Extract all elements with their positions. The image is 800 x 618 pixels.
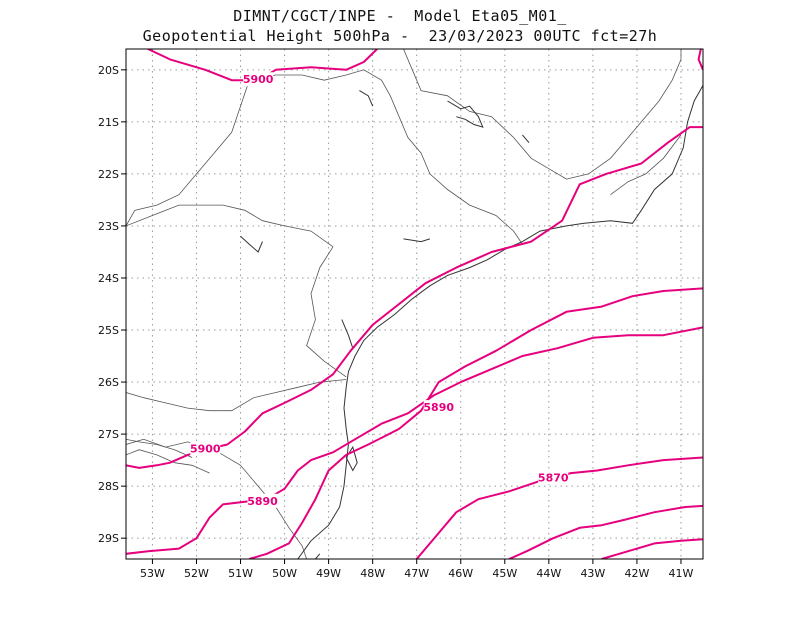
lat-tick-label: 23S <box>98 220 119 233</box>
axis-ticks: 53W 52W 51W 50W 49W 48W 47W 46W 45W 44W 43W 42W 41W 2… <box>98 64 694 580</box>
lon-tick-label: 43W <box>580 567 605 580</box>
contour-label-bg <box>247 493 278 508</box>
contour-label: 5900 <box>190 443 221 456</box>
height-contours <box>126 49 703 559</box>
contour-5870 <box>508 504 703 559</box>
grid-lines <box>126 49 703 559</box>
lon-tick-label: 44W <box>536 567 561 580</box>
lon-tick-label: 53W <box>140 567 165 580</box>
lon-tick-label: 50W <box>272 567 297 580</box>
lat-tick-label: 25S <box>98 324 119 337</box>
contour-label: 5870 <box>538 471 569 484</box>
lat-tick-label: 20S <box>98 64 119 77</box>
lon-tick-label: 47W <box>404 567 429 580</box>
lat-tick-label: 22S <box>98 168 119 181</box>
lon-tick-label: 51W <box>228 567 253 580</box>
map-title-line2: Geopotential Height 500hPa - 23/03/2023 … <box>142 27 658 45</box>
contour-5900 <box>697 49 703 71</box>
map-title-line1: DIMNT/CGCT/INPE - Model Eta05_M01_ <box>233 7 567 25</box>
contour-label-bg <box>423 400 454 415</box>
lon-tick-label: 48W <box>360 567 385 580</box>
reservoir-outline <box>359 90 374 107</box>
lon-tick-label: 52W <box>184 567 209 580</box>
lat-tick-label: 28S <box>98 480 119 493</box>
state-boundary <box>126 438 193 458</box>
reservoir-outline <box>522 134 530 144</box>
lon-tick-label: 45W <box>492 567 517 580</box>
state-boundary <box>126 379 347 412</box>
geography <box>126 49 703 559</box>
contour-label-bg <box>538 470 569 485</box>
contour-label: 5890 <box>423 401 454 414</box>
reservoir-outline <box>447 100 484 128</box>
state-boundary <box>126 449 210 474</box>
contour-5890 <box>249 287 703 559</box>
state-boundary <box>126 204 334 248</box>
coastline <box>315 553 321 559</box>
state-boundary <box>403 49 682 180</box>
state-boundary <box>306 246 347 378</box>
lat-tick-label: 21S <box>98 116 119 129</box>
plot-frame <box>125 48 704 560</box>
lon-tick-label: 49W <box>316 567 341 580</box>
contour-labels: 5900 5900 5890 5890 5870 <box>190 72 569 508</box>
contour-label-bg <box>190 441 221 456</box>
state-boundary <box>126 438 307 559</box>
coastline <box>345 445 358 472</box>
reservoir-outline <box>240 235 263 253</box>
lon-tick-label: 41W <box>669 567 694 580</box>
lon-tick-label: 42W <box>624 567 649 580</box>
reservoir-outline <box>341 319 354 349</box>
lon-tick-label: 46W <box>448 567 473 580</box>
lat-tick-label: 29S <box>98 532 119 545</box>
contour-label: 5890 <box>247 495 278 508</box>
state-boundary <box>126 69 523 245</box>
lat-tick-label: 27S <box>98 428 119 441</box>
contour-label: 5900 <box>243 73 274 86</box>
lat-tick-label: 24S <box>98 272 119 285</box>
lat-tick-label: 26S <box>98 376 119 389</box>
reservoir-outline <box>403 238 431 243</box>
contour-5890 <box>126 326 703 555</box>
coastline <box>297 85 703 559</box>
contour-5870 <box>601 538 703 559</box>
state-boundary <box>610 134 682 196</box>
contour-label-bg <box>243 72 274 87</box>
